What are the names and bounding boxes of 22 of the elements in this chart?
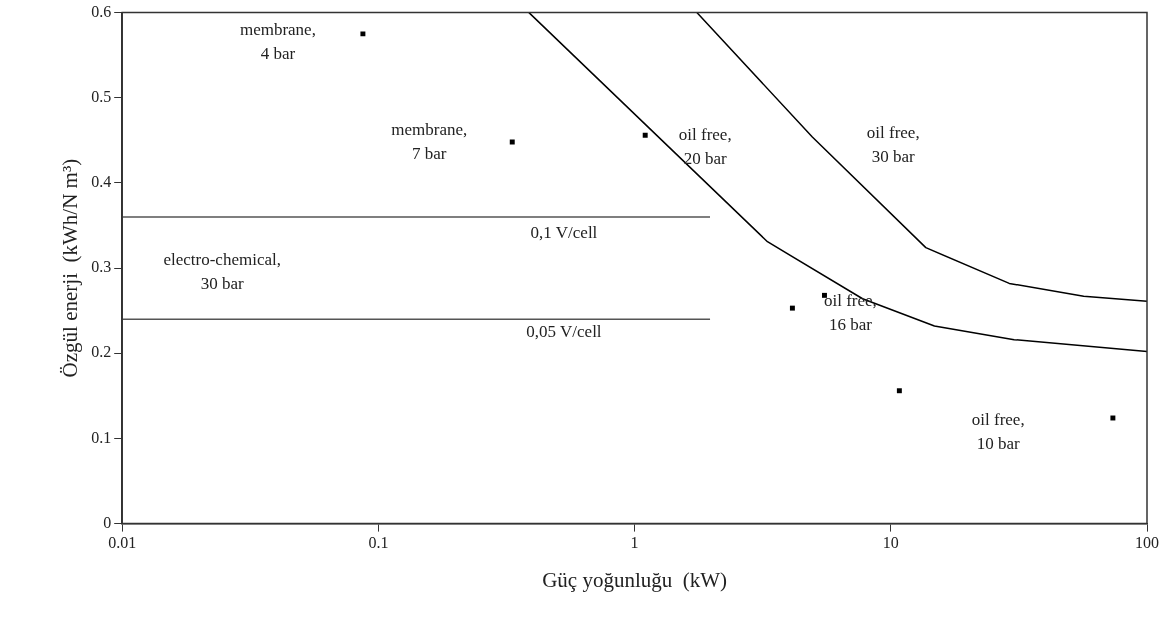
x-tick-label: 0.01 [108,534,137,552]
annotation: electro-chemical, 30 bar [163,250,281,294]
y-tick-label: 0.1 [91,428,112,446]
x-tick-label: 10 [882,534,899,552]
y-tick-label: 0.5 [91,87,112,105]
annotation: 0,05 V/cell [526,321,602,341]
annotation: membrane, 4 bar [239,20,316,64]
x-tick-label: 1 [630,534,639,552]
y-tick-label: 0.4 [91,173,112,191]
y-tick-label: 0.2 [91,343,112,361]
y-tick-label: 0.3 [91,258,112,276]
x-tick-label: 0.1 [368,534,389,552]
x-axis-title: Güç yoğunluğu (kW) [542,567,728,592]
y-axis-title: Özgül enerji (kWh/N m³) [58,158,83,378]
annotation: 0,1 V/cell [530,223,598,243]
annotation: oil free, 30 bar [866,123,920,167]
annotation: membrane, 7 bar [391,119,468,163]
annotation: oil free, 20 bar [678,124,732,168]
y-tick-label: 0 [103,513,112,531]
y-tick-label: 0.6 [91,2,112,20]
x-tick-label: 100 [1135,534,1159,552]
annotation: oil free, 10 bar [971,410,1025,454]
